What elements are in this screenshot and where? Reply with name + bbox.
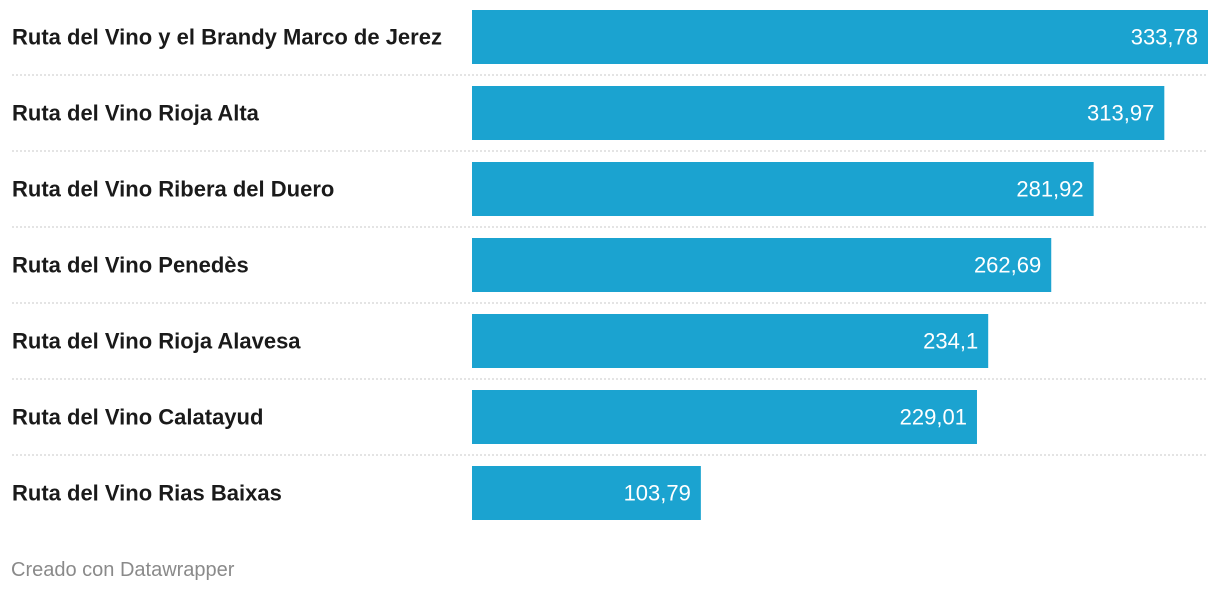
- value-label: 229,01: [900, 405, 967, 430]
- value-label: 103,79: [624, 481, 691, 506]
- category-label: Ruta del Vino y el Brandy Marco de Jerez: [12, 25, 442, 50]
- bar: [472, 466, 701, 520]
- value-label: 313,97: [1087, 101, 1154, 126]
- category-label: Ruta del Vino Rias Baixas: [12, 481, 282, 506]
- bar: [472, 86, 1165, 140]
- category-label: Ruta del Vino Rioja Alavesa: [12, 329, 301, 354]
- value-label: 234,1: [923, 329, 978, 354]
- bar: [472, 314, 989, 368]
- bar-chart: Ruta del Vino y el Brandy Marco de Jerez…: [12, 10, 1208, 520]
- category-label: Ruta del Vino Calatayud: [12, 405, 263, 430]
- category-label: Ruta del Vino Rioja Alta: [12, 101, 260, 126]
- bar: [472, 390, 977, 444]
- bar: [472, 162, 1094, 216]
- category-label: Ruta del Vino Penedès: [12, 253, 249, 278]
- bar: [472, 10, 1208, 64]
- category-label: Ruta del Vino Ribera del Duero: [12, 177, 334, 202]
- bar: [472, 238, 1052, 292]
- datawrapper-credit: Creado con Datawrapper: [11, 559, 235, 581]
- value-label: 281,92: [1016, 177, 1083, 202]
- value-label: 262,69: [974, 253, 1041, 278]
- value-label: 333,78: [1131, 25, 1198, 50]
